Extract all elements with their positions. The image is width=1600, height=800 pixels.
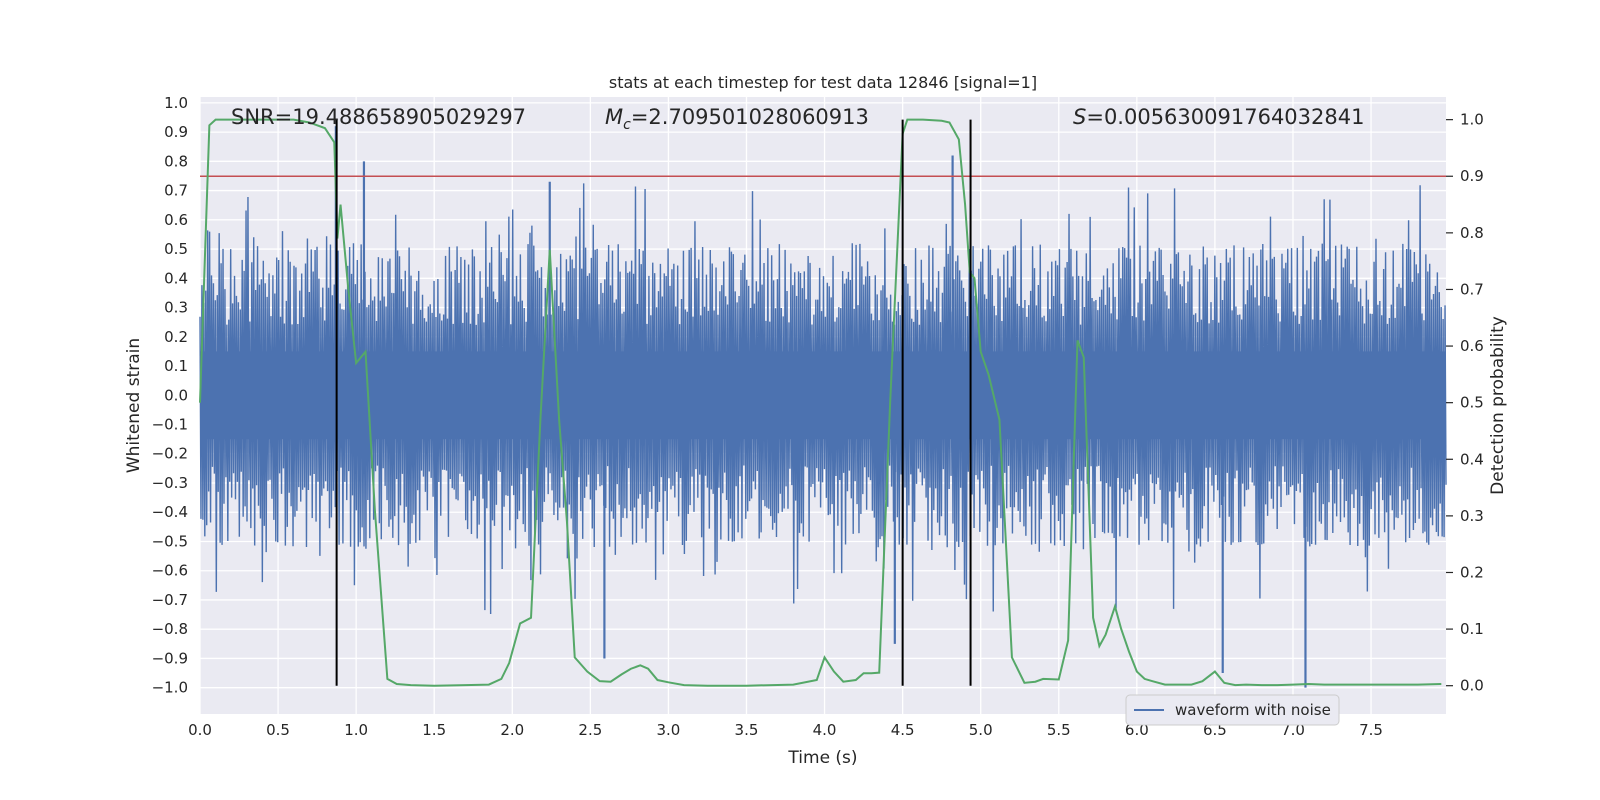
waveform-series [199, 126, 1447, 688]
snr-annotation: SNR=19.488658905029297 [231, 105, 526, 129]
y2-tick-label: 0.1 [1460, 620, 1484, 638]
y-tick-label: 0.7 [164, 182, 188, 200]
vertical-markers [335, 119, 972, 686]
y-tick-label: 0.6 [164, 211, 188, 229]
x-tick-label: 4.5 [891, 721, 915, 739]
axis-ticks: 0.0 0.5 1.0 1.5 2.0 2.5 3.0 3.5 4.0 4.5 5.0 5.5 6.0 6… [152, 94, 1484, 739]
y2-tick-label: 0.4 [1460, 450, 1484, 468]
y-tick-label: −0.6 [152, 562, 188, 580]
mc-subscript: c [623, 117, 631, 133]
mc-value: =2.709501028060913 [631, 105, 869, 129]
y-tick-label: 1.0 [164, 94, 188, 112]
waveform-dense-band [200, 351, 1446, 440]
s-value: =0.005630091764032841 [1086, 105, 1364, 129]
x-tick-label: 5.0 [969, 721, 993, 739]
y2-tick-label: 0.9 [1460, 167, 1484, 185]
legend-label-waveform: waveform with noise [1175, 701, 1331, 719]
probability-line [199, 118, 1442, 687]
y2-tick-label: 0.5 [1460, 394, 1484, 412]
y-tick-label: −0.7 [152, 591, 188, 609]
x-tick-label: 1.0 [344, 721, 368, 739]
y-tick-label: 0.0 [164, 386, 188, 404]
y-axis-label: Whitened strain [124, 338, 144, 473]
y-tick-label: 0.3 [164, 299, 188, 317]
probability-series [199, 118, 1442, 687]
mc-symbol: M [605, 105, 623, 129]
x-tick-label: 3.0 [656, 721, 680, 739]
legend-box [1125, 694, 1340, 726]
x-tick-label: 0.0 [188, 721, 212, 739]
chart-title: stats at each timestep for test data 128… [609, 73, 1037, 92]
y-tick-label: 0.8 [164, 152, 188, 170]
chirp-mass-annotation: Mc=2.709501028060913 [605, 105, 869, 133]
x-tick-label: 2.0 [500, 721, 524, 739]
y-tick-label: −0.3 [152, 474, 188, 492]
y-tick-label: 0.2 [164, 328, 188, 346]
y-tick-label: −0.8 [152, 620, 188, 638]
y-tick-label: 0.1 [164, 357, 188, 375]
x-tick-label: 2.5 [578, 721, 602, 739]
y-tick-label: −0.2 [152, 445, 188, 463]
y-tick-label: −0.4 [152, 503, 188, 521]
x-tick-label: 0.5 [266, 721, 290, 739]
y-tick-label: −1.0 [152, 679, 188, 697]
x-tick-label: 7.5 [1359, 721, 1383, 739]
x-tick-label: 3.5 [735, 721, 759, 739]
y-tick-label: −0.5 [152, 532, 188, 550]
y-tick-label: 0.5 [164, 240, 188, 258]
y2-tick-label: 0.8 [1460, 224, 1484, 242]
y-tick-label: 0.9 [164, 123, 188, 141]
s-annotation: S=0.005630091764032841 [1073, 105, 1364, 129]
y-tick-label: −0.1 [152, 416, 188, 434]
x-tick-label: 4.0 [813, 721, 837, 739]
y2-tick-label: 0.0 [1460, 677, 1484, 695]
y2-tick-label: 0.6 [1460, 337, 1484, 355]
y2-tick-label: 0.3 [1460, 507, 1484, 525]
y-tick-label: 0.4 [164, 269, 188, 287]
y2-axis-label: Detection probability [1488, 316, 1508, 495]
y2-tick-label: 0.7 [1460, 280, 1484, 298]
x-tick-label: 1.5 [422, 721, 446, 739]
y2-tick-label: 1.0 [1460, 111, 1484, 129]
x-axis-label: Time (s) [787, 748, 857, 768]
x-tick-label: 5.5 [1047, 721, 1071, 739]
y2-tick-label: 0.2 [1460, 563, 1484, 581]
s-symbol: S [1073, 105, 1086, 129]
legend: waveform with noise [1125, 694, 1340, 726]
y-tick-label: −0.9 [152, 649, 188, 667]
